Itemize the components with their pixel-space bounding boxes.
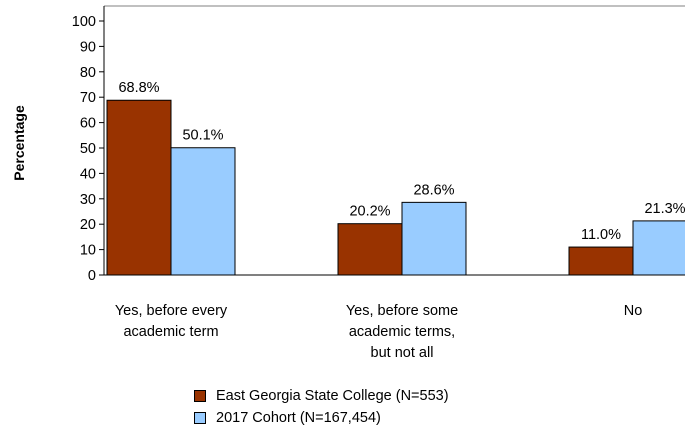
legend-item-east-georgia: East Georgia State College (N=553) [194, 386, 449, 406]
x-category-label: No [624, 303, 643, 319]
legend-label-cohort: 2017 Cohort (N=167,454) [216, 410, 381, 426]
legend: East Georgia State College (N=553) 2017 … [194, 386, 449, 430]
legend-item-cohort: 2017 Cohort (N=167,454) [194, 408, 449, 428]
bar [632, 220, 685, 276]
bar [401, 201, 467, 276]
legend-swatch-east-georgia [194, 390, 206, 402]
x-category-label: academic term [123, 324, 218, 340]
legend-swatch-cohort [194, 412, 206, 424]
bar-value-label: 68.8% [118, 80, 159, 96]
y-tick-label: 30 [80, 192, 96, 208]
y-tick-label: 70 [80, 90, 96, 106]
bar-value-label: 21.3% [644, 201, 685, 217]
y-tick-label: 100 [72, 14, 96, 30]
y-tick-label: 50 [80, 141, 96, 157]
bar-value-label: 50.1% [182, 128, 223, 144]
y-tick-label: 10 [80, 243, 96, 259]
y-tick-label: 20 [80, 217, 96, 233]
bar-value-label: 20.2% [349, 204, 390, 220]
bar [568, 246, 634, 276]
bar [337, 223, 403, 276]
y-axis-label: Percentage [11, 105, 27, 181]
bar [106, 99, 172, 276]
x-category-label: but not all [371, 345, 434, 361]
y-tick-label: 90 [80, 39, 96, 55]
bar-value-label: 11.0% [581, 227, 621, 243]
legend-label-east-georgia: East Georgia State College (N=553) [216, 388, 449, 404]
x-category-label: Yes, before every [115, 303, 228, 319]
x-category-label: academic terms, [349, 324, 455, 340]
y-tick-label: 0 [88, 268, 96, 284]
x-category-label: Yes, before some [346, 303, 458, 319]
bar [170, 147, 236, 276]
bar-value-label: 28.6% [413, 182, 454, 198]
y-tick-label: 40 [80, 166, 96, 182]
y-tick-label: 80 [80, 65, 96, 81]
y-tick-label: 60 [80, 116, 96, 132]
